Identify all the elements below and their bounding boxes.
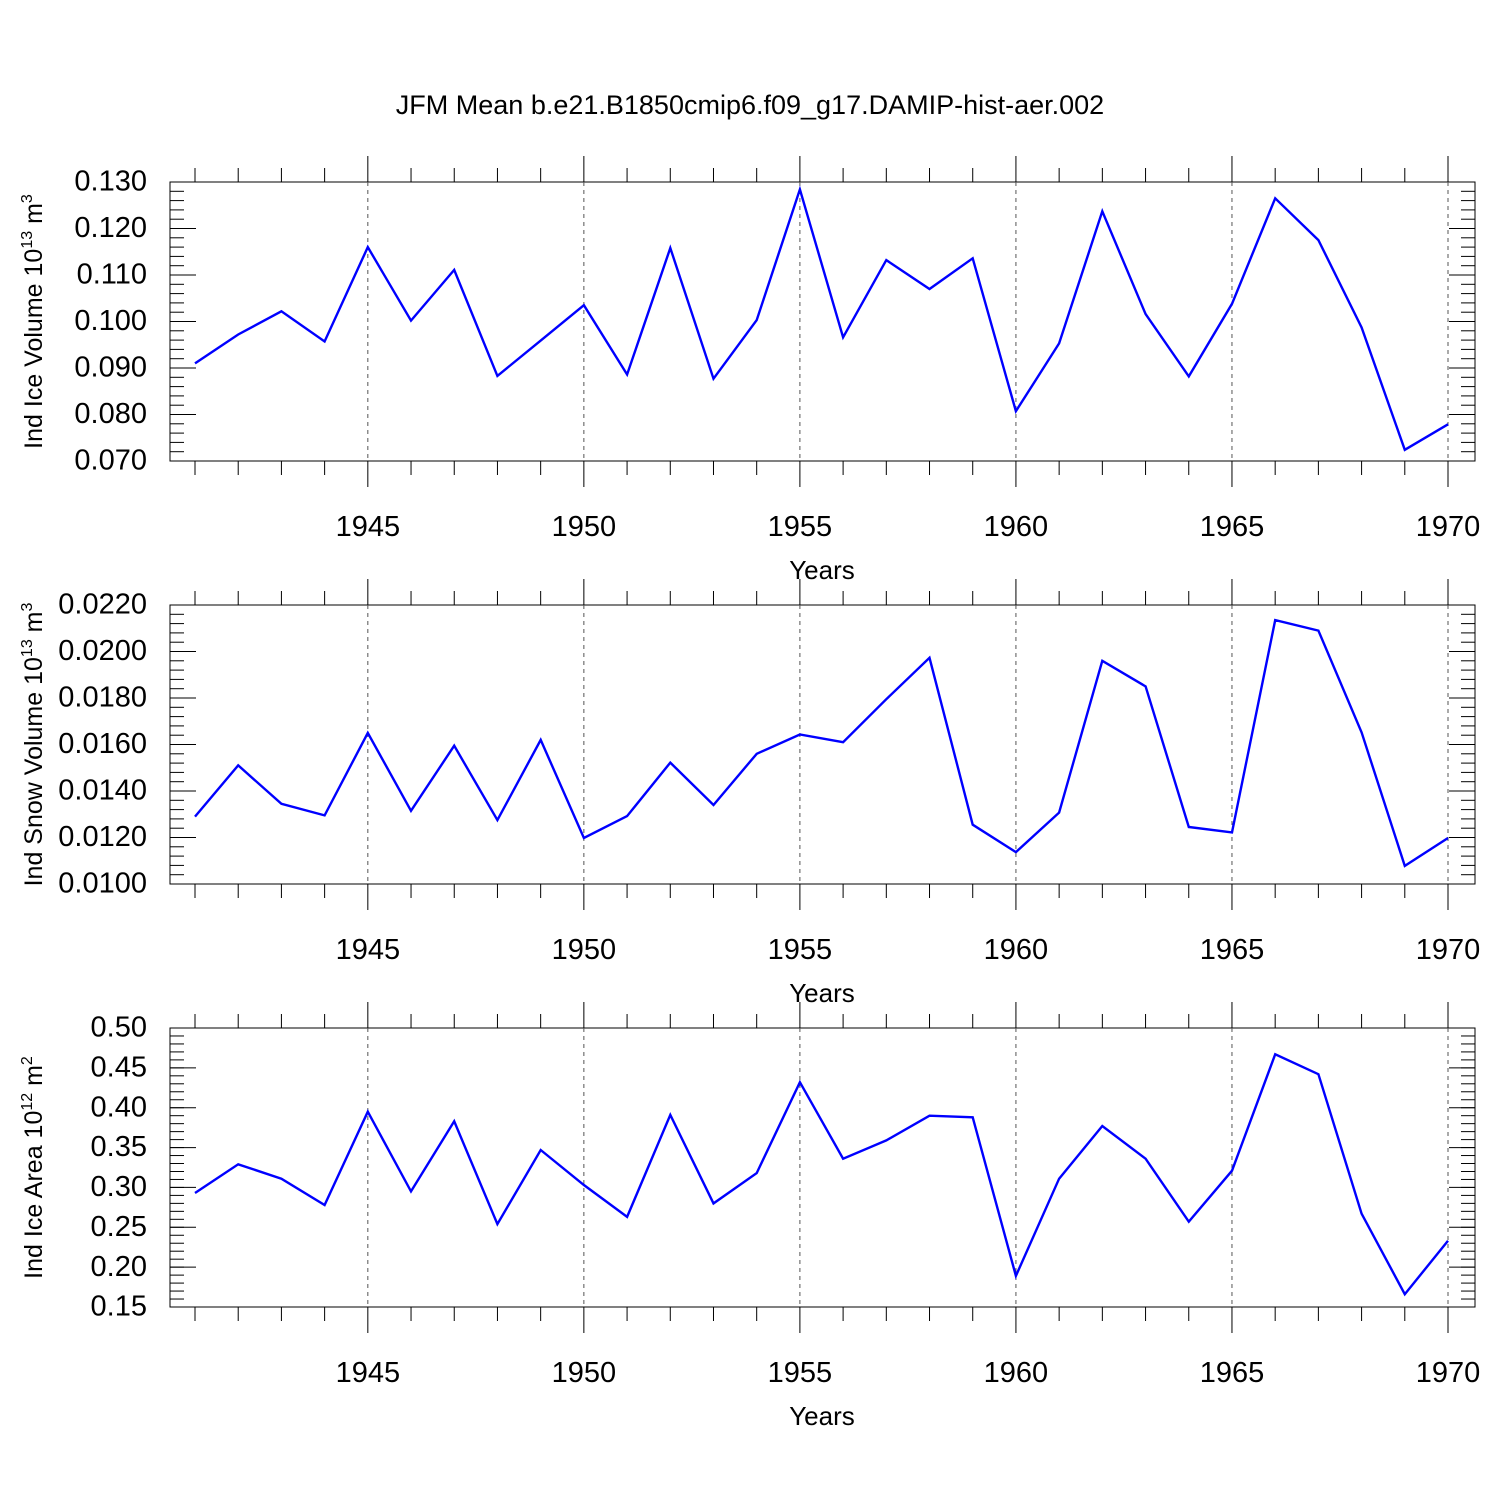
ice-volume-plot-frame (169, 181, 1476, 462)
ice-volume-series-line (194, 185, 1449, 452)
ice-volume-x-tick-label: 1960 (984, 511, 1049, 543)
snow-volume-y-tick-label: 0.0220 (58, 589, 147, 621)
ice-volume-y-tick-label: 0.130 (74, 166, 147, 198)
snow-volume-x-tick-label: 1955 (768, 934, 833, 966)
snow-volume-x-tick-label: 1970 (1416, 934, 1481, 966)
ice-volume-panel: 0.070 0.080 0.090 0.100 0.110 0.120 0.130 1945 1… (19, 156, 1480, 585)
snow-volume-y-tick-label: 0.0100 (58, 868, 147, 900)
ice-area-x-tick-label: 1965 (1200, 1357, 1265, 1389)
ice-volume-x-tick-label: 1970 (1416, 511, 1481, 543)
figure-title: JFM Mean b.e21.B1850cmip6.f09_g17.DAMIP-… (395, 90, 1105, 120)
ice-area-y-tick-label: 0.50 (91, 1012, 147, 1044)
ice-area-y-tick-label: 0.45 (91, 1052, 147, 1084)
ice-volume-y-axis-label: Ind Ice Volume 1013 m3 (19, 194, 48, 449)
ice-area-y-tick-label: 0.40 (91, 1091, 147, 1123)
ice-volume-x-axis-label: Years (789, 555, 855, 585)
snow-volume-y-tick-label: 0.0140 (58, 775, 147, 807)
ice-area-y-tick-label: 0.15 (91, 1291, 147, 1323)
snow-volume-series-line (194, 618, 1449, 868)
snow-volume-y-tick-label: 0.0180 (58, 682, 147, 714)
ice-area-y-tick-label: 0.30 (91, 1171, 147, 1203)
ice-area-x-tick-label: 1970 (1416, 1357, 1481, 1389)
ice-area-plot-frame (169, 1027, 1476, 1308)
ice-volume-y-tick-label: 0.080 (74, 398, 147, 430)
ice-area-x-tick-label: 1955 (768, 1357, 833, 1389)
ice-area-x-tick-label: 1950 (552, 1357, 617, 1389)
ice-volume-x-tick-label: 1950 (552, 511, 617, 543)
snow-volume-y-tick-label: 0.0160 (58, 728, 147, 760)
ice-volume-y-tick-label: 0.110 (77, 259, 147, 291)
snow-volume-panel: 0.0100 0.0120 0.0140 0.0160 0.0180 0.0200 0.02… (19, 579, 1480, 1008)
snow-volume-x-tick-label: 1950 (552, 934, 617, 966)
ice-area-y-axis-label: Ind Ice Area 1012 m2 (19, 1056, 48, 1279)
ice-volume-x-tick-label: 1965 (1200, 511, 1265, 543)
snow-volume-y-tick-label: 0.0200 (58, 635, 147, 667)
snow-volume-x-axis-label: Years (789, 978, 855, 1008)
ice-area-panel: 0.15 0.20 0.25 0.30 0.35 0.40 0.45 0.50 1945 1950… (19, 1002, 1480, 1431)
snow-volume-y-axis-label: Ind Snow Volume 1013 m3 (19, 603, 48, 887)
ice-area-x-tick-label: 1960 (984, 1357, 1049, 1389)
ice-volume-y-tick-label: 0.100 (74, 305, 147, 337)
ice-volume-y-tick-label: 0.120 (74, 212, 147, 244)
ice-area-x-tick-label: 1945 (336, 1357, 401, 1389)
ice-area-series-line (194, 1052, 1449, 1297)
ice-volume-x-tick-label: 1955 (768, 511, 833, 543)
snow-volume-x-tick-label: 1965 (1200, 934, 1265, 966)
ice-area-y-tick-label: 0.20 (91, 1251, 147, 1283)
snow-volume-x-tick-label: 1960 (984, 934, 1049, 966)
snow-volume-y-tick-label: 0.0120 (58, 821, 147, 853)
ice-area-y-tick-label: 0.35 (91, 1131, 147, 1163)
ice-area-x-axis-label: Years (789, 1401, 855, 1431)
ice-volume-y-tick-label: 0.070 (74, 445, 147, 477)
snow-volume-x-tick-label: 1945 (336, 934, 401, 966)
ice-area-y-tick-label: 0.25 (91, 1211, 147, 1243)
snow-volume-plot-frame (169, 604, 1476, 885)
ice-volume-y-tick-label: 0.090 (74, 352, 147, 384)
ice-volume-x-tick-label: 1945 (336, 511, 401, 543)
